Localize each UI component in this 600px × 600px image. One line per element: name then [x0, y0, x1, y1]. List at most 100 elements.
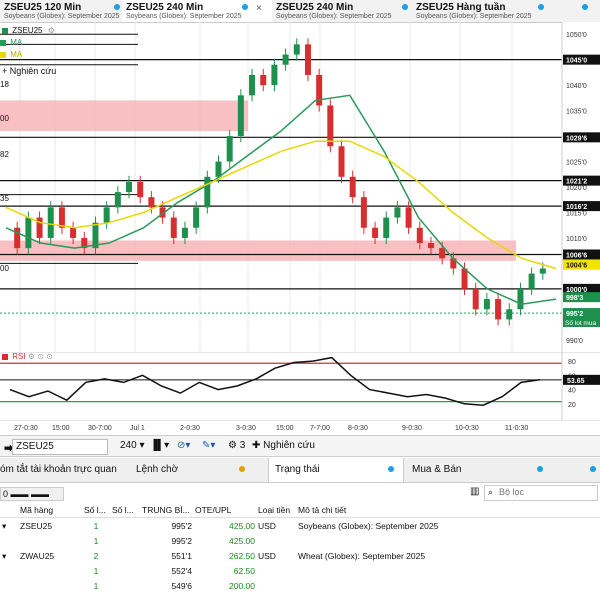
status-dot-icon: [582, 4, 588, 10]
compare-icon[interactable]: ⊘▾: [177, 440, 191, 451]
tab-positions[interactable]: Trạng thái: [268, 458, 404, 482]
candle-body: [36, 217, 43, 238]
cell-qty1: 1: [93, 566, 99, 576]
symbol-label: ZSEU25: [12, 26, 43, 35]
candle-body: [282, 54, 289, 65]
table-row[interactable]: ▾ ZWAU25 2 551'1 262.50 USD Wheat (Globex): Se…: [0, 549, 600, 563]
filter-box[interactable]: ⌕: [484, 485, 598, 501]
candle-body: [137, 181, 144, 198]
cell-ote: 425.00: [229, 521, 255, 531]
candle-body: [383, 217, 390, 238]
status-dot-icon: [402, 4, 408, 10]
interval-select[interactable]: 240 ▾: [120, 440, 145, 451]
drawing-icon[interactable]: ✎▾: [202, 440, 216, 451]
chart-tab-3[interactable]: ZSEU25 240 Min Soybeans (Globex): Septem…: [272, 0, 420, 22]
candle-body: [215, 161, 222, 177]
price-tick-label: 1010'0: [566, 236, 587, 243]
cell-currency: USD: [258, 551, 276, 561]
table-row[interactable]: 1 552'4 62.50: [0, 564, 600, 578]
expand-toggle-icon[interactable]: ▾: [2, 551, 7, 561]
tab-pending-orders[interactable]: Lệnh chờ: [128, 458, 256, 482]
columns-icon[interactable]: ▥: [470, 486, 480, 497]
col-header-currency[interactable]: Loại tiền: [258, 505, 291, 515]
chart-tab-2[interactable]: ZSEU25 240 Min Soybeans (Globex): Septem…: [122, 0, 272, 22]
left-label: 82: [0, 150, 9, 159]
candle-body: [271, 64, 278, 86]
candle-body: [181, 227, 188, 238]
candle-body: [327, 105, 334, 147]
price-marker-badge: [563, 54, 600, 65]
tab-account-summary[interactable]: óm tắt tài khoản trực quan: [0, 464, 117, 475]
candle-body: [249, 74, 256, 96]
cell-qty1: 2: [93, 551, 99, 561]
time-axis[interactable]: 27-0:30 15:00 30-7:00 Jul 1 2-0:30 3-0:30 15:0…: [0, 420, 600, 434]
studies-count: 3: [239, 440, 246, 451]
close-icon[interactable]: ×: [256, 3, 262, 14]
price-marker-label: 1004'6: [566, 263, 587, 270]
col-header-ote[interactable]: OTE/UPL: [195, 505, 232, 515]
cell-avg: 552'4: [171, 566, 192, 576]
price-tick-label: 1040'0: [566, 83, 587, 90]
candle-body: [92, 222, 99, 249]
gear-icon[interactable]: ⚙: [47, 26, 55, 35]
candle-body: [204, 176, 211, 208]
table-row[interactable]: 1 995'2 425.00: [0, 534, 600, 548]
time-tick-label: 8-0:30: [348, 425, 368, 432]
price-marker-label: 1016'2: [566, 204, 587, 211]
left-label: 35: [0, 194, 9, 203]
ma-legend-1[interactable]: MA: [0, 38, 22, 47]
chart-tab-bar: ZSEU25 120 Min Soybeans (Globex): Septem…: [0, 0, 600, 23]
research-link[interactable]: + Nghiên cứu: [2, 66, 57, 76]
time-tick-label: 30-7:00: [88, 425, 112, 432]
research-button[interactable]: ✚ Nghiên cứu: [252, 440, 315, 451]
price-axis[interactable]: 1050'01045'01040'01035'01030'01025'01020…: [561, 22, 600, 352]
candle-body: [416, 227, 423, 244]
table-row[interactable]: 1 549'6 200.00: [0, 579, 600, 593]
price-tick-label: 990'0: [566, 338, 583, 345]
pointer-icon[interactable]: ⮕: [4, 444, 14, 455]
symbol-legend[interactable]: ZSEU25 ⚙: [2, 26, 55, 35]
tab-buy-sell[interactable]: Mua & Bán: [404, 458, 600, 482]
col-header-desc[interactable]: Mô tả chi tiết: [298, 505, 347, 515]
col-header-symbol[interactable]: Mã hàng: [20, 505, 54, 515]
status-dot-icon: [242, 4, 248, 10]
candle-body: [450, 258, 457, 269]
rsi-chart[interactable]: 8060402053.65: [0, 352, 600, 420]
chart-tab-1[interactable]: ZSEU25 120 Min Soybeans (Globex): Septem…: [0, 0, 122, 22]
price-marker-badge: [563, 201, 600, 212]
col-header-qty[interactable]: Số l...: [84, 505, 106, 515]
rsi-legend[interactable]: RSI ⚙ ⊙ ⊙: [2, 352, 53, 361]
filter-input[interactable]: [499, 486, 593, 498]
ma-legend-2[interactable]: MA: [0, 50, 22, 59]
expand-toggle-icon[interactable]: ▾: [2, 521, 7, 531]
price-tick-label: 1025'0: [566, 160, 587, 167]
symbol-input[interactable]: ZSEU25: [12, 439, 108, 455]
candle-body: [461, 268, 468, 289]
candle-body: [25, 217, 32, 249]
candle-body: [372, 227, 379, 238]
status-dot-icon: [114, 4, 120, 10]
lot-label: Số lot mua: [565, 318, 596, 327]
time-tick-label: 27-0:30: [14, 425, 38, 432]
tab-label: Lệnh chờ: [136, 464, 179, 475]
account-select[interactable]: 0 ▬▬ ▬▬: [0, 487, 64, 501]
cell-ote: 62.50: [233, 566, 255, 576]
settings-icon[interactable]: ⚙ ⊙ ⊙: [27, 352, 53, 361]
candle-body: [495, 299, 502, 320]
price-chart[interactable]: 1050'01045'01040'01035'01030'01025'01020…: [0, 22, 600, 352]
chart-type-icon[interactable]: ▐▌▾: [150, 440, 170, 451]
time-tick-label: Jul 1: [130, 425, 145, 432]
candle-body: [237, 95, 244, 137]
col-header-avg[interactable]: TRUNG BÌ...: [142, 505, 190, 515]
candle-body: [338, 146, 345, 177]
cell-avg: 551'1: [171, 551, 192, 561]
studies-button[interactable]: ⚙ 3: [228, 440, 246, 451]
table-row[interactable]: ▾ ZSEU25 1 995'2 425.00 USD Soybeans (Globex):…: [0, 519, 600, 533]
candle-body: [226, 136, 233, 162]
status-dot-icon: [388, 466, 394, 472]
time-tick-label: 7-7:00: [310, 425, 330, 432]
resistance-zones: [0, 100, 516, 261]
col-header-qty2[interactable]: Số l...: [112, 505, 134, 515]
chart-tab-4[interactable]: ZSEU25 Hàng tuần Soybeans (Globex): Sept…: [398, 0, 600, 22]
research-label: Nghiên cứu: [263, 440, 315, 451]
